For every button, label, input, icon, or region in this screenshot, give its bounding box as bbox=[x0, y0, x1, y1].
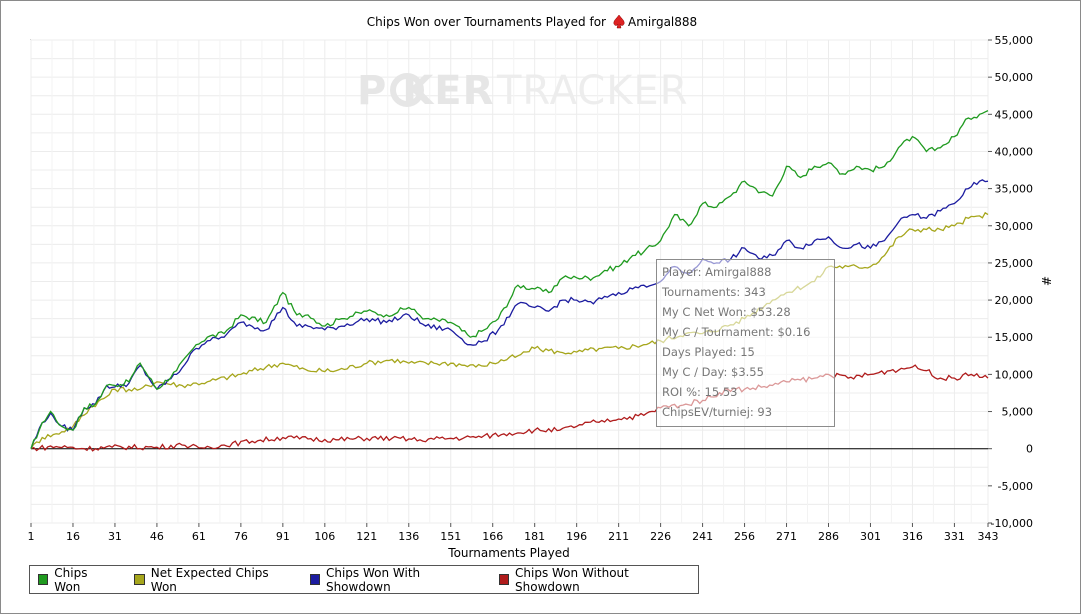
x-tick-label: 31 bbox=[108, 530, 122, 543]
tooltip-line: ChipsEV/turniej: 93 bbox=[662, 405, 773, 419]
y-tick-label: 20,000 bbox=[995, 294, 1034, 307]
series-line-chips-won bbox=[30, 110, 989, 449]
x-tick-label: 331 bbox=[944, 530, 965, 543]
legend: Chips Won Net Expected Chips Won Chips Won… bbox=[29, 565, 699, 594]
spade-icon bbox=[613, 14, 625, 29]
y-tick-label: 40,000 bbox=[995, 145, 1034, 158]
y-tick-label: -5,000 bbox=[998, 480, 1033, 493]
chart-title: Chips Won over Tournaments Played for bbox=[367, 15, 606, 29]
x-tick-label: 76 bbox=[234, 530, 248, 543]
legend-swatch bbox=[498, 574, 510, 585]
y-tick-label: 35,000 bbox=[995, 183, 1034, 196]
legend-item: Net Expected Chips Won bbox=[134, 566, 287, 594]
x-tick-label: 271 bbox=[776, 530, 797, 543]
x-tick-label: 286 bbox=[818, 530, 839, 543]
y-tick-label: 15,000 bbox=[995, 331, 1034, 344]
legend-item: Chips Won bbox=[38, 566, 112, 594]
x-axis-title: Tournaments Played bbox=[447, 546, 569, 560]
tooltip-line: Player: Amirgal888 bbox=[662, 265, 772, 279]
legend-label: Chips Won With Showdown bbox=[325, 565, 421, 594]
x-tick-label: 316 bbox=[902, 530, 923, 543]
y-tick-label: -10,000 bbox=[991, 517, 1033, 530]
x-tick-label: 136 bbox=[398, 530, 419, 543]
stats-tooltip: Player: Amirgal888 Tournaments: 343 My C N… bbox=[656, 259, 835, 427]
watermark-tracker: TRACKER bbox=[496, 68, 689, 114]
tooltip-line: My C / Tournament: $0.16 bbox=[662, 325, 811, 339]
y-tick-label: 45,000 bbox=[995, 108, 1034, 121]
x-tick-label: 16 bbox=[66, 530, 80, 543]
legend-label: Net Expected Chips Won bbox=[150, 565, 269, 594]
y-tick-label: 5,000 bbox=[1002, 406, 1034, 419]
tooltip-line: My C Net Won: $53.28 bbox=[662, 305, 791, 319]
legend-label: Chips Won Without Showdown bbox=[515, 565, 629, 594]
y-tick-label: 0 bbox=[1026, 443, 1033, 456]
watermark-poker: P KER bbox=[357, 68, 494, 114]
tooltip-line: Tournaments: 343 bbox=[662, 285, 766, 299]
tooltip-line: Days Played: 15 bbox=[662, 345, 755, 359]
x-tick-label: 106 bbox=[314, 530, 335, 543]
x-tick-label: 211 bbox=[608, 530, 629, 543]
x-tick-label: 301 bbox=[860, 530, 881, 543]
x-tick-label: 241 bbox=[692, 530, 713, 543]
x-tick-label: 121 bbox=[356, 530, 377, 543]
y-tick-label: 10,000 bbox=[995, 368, 1034, 381]
y-tick-label: 25,000 bbox=[995, 257, 1034, 270]
y-tick-label: 55,000 bbox=[995, 34, 1034, 47]
y-tick-label: 30,000 bbox=[995, 220, 1034, 233]
x-tick-label: 46 bbox=[150, 530, 164, 543]
series-line-chips-won-with-showdown bbox=[30, 179, 989, 449]
legend-swatch bbox=[38, 574, 49, 585]
x-tick-label: 181 bbox=[524, 530, 545, 543]
legend-swatch bbox=[309, 574, 320, 585]
legend-item: Chips Won Without Showdown bbox=[498, 565, 684, 594]
x-tick-label: 196 bbox=[566, 530, 587, 543]
x-tick-label: 226 bbox=[650, 530, 671, 543]
x-tick-label: 1 bbox=[28, 530, 35, 543]
player-name: Amirgal888 bbox=[628, 15, 697, 29]
y-axis-title: # bbox=[1039, 276, 1053, 286]
x-tick-label: 256 bbox=[734, 530, 755, 543]
y-tick-label: 50,000 bbox=[995, 71, 1034, 84]
watermark-chip-icon bbox=[390, 73, 424, 107]
tooltip-line: ROI %: 15.53 bbox=[662, 385, 738, 399]
tooltip-line: My C / Day: $3.55 bbox=[662, 365, 764, 379]
legend-label: Chips Won bbox=[54, 565, 88, 594]
x-tick-label: 91 bbox=[276, 530, 290, 543]
x-tick-label: 166 bbox=[482, 530, 503, 543]
x-tick-label: 151 bbox=[440, 530, 461, 543]
x-tick-label: 343 bbox=[978, 530, 999, 543]
x-tick-label: 61 bbox=[192, 530, 206, 543]
legend-swatch bbox=[134, 574, 145, 585]
legend-item: Chips Won With Showdown bbox=[309, 565, 477, 594]
